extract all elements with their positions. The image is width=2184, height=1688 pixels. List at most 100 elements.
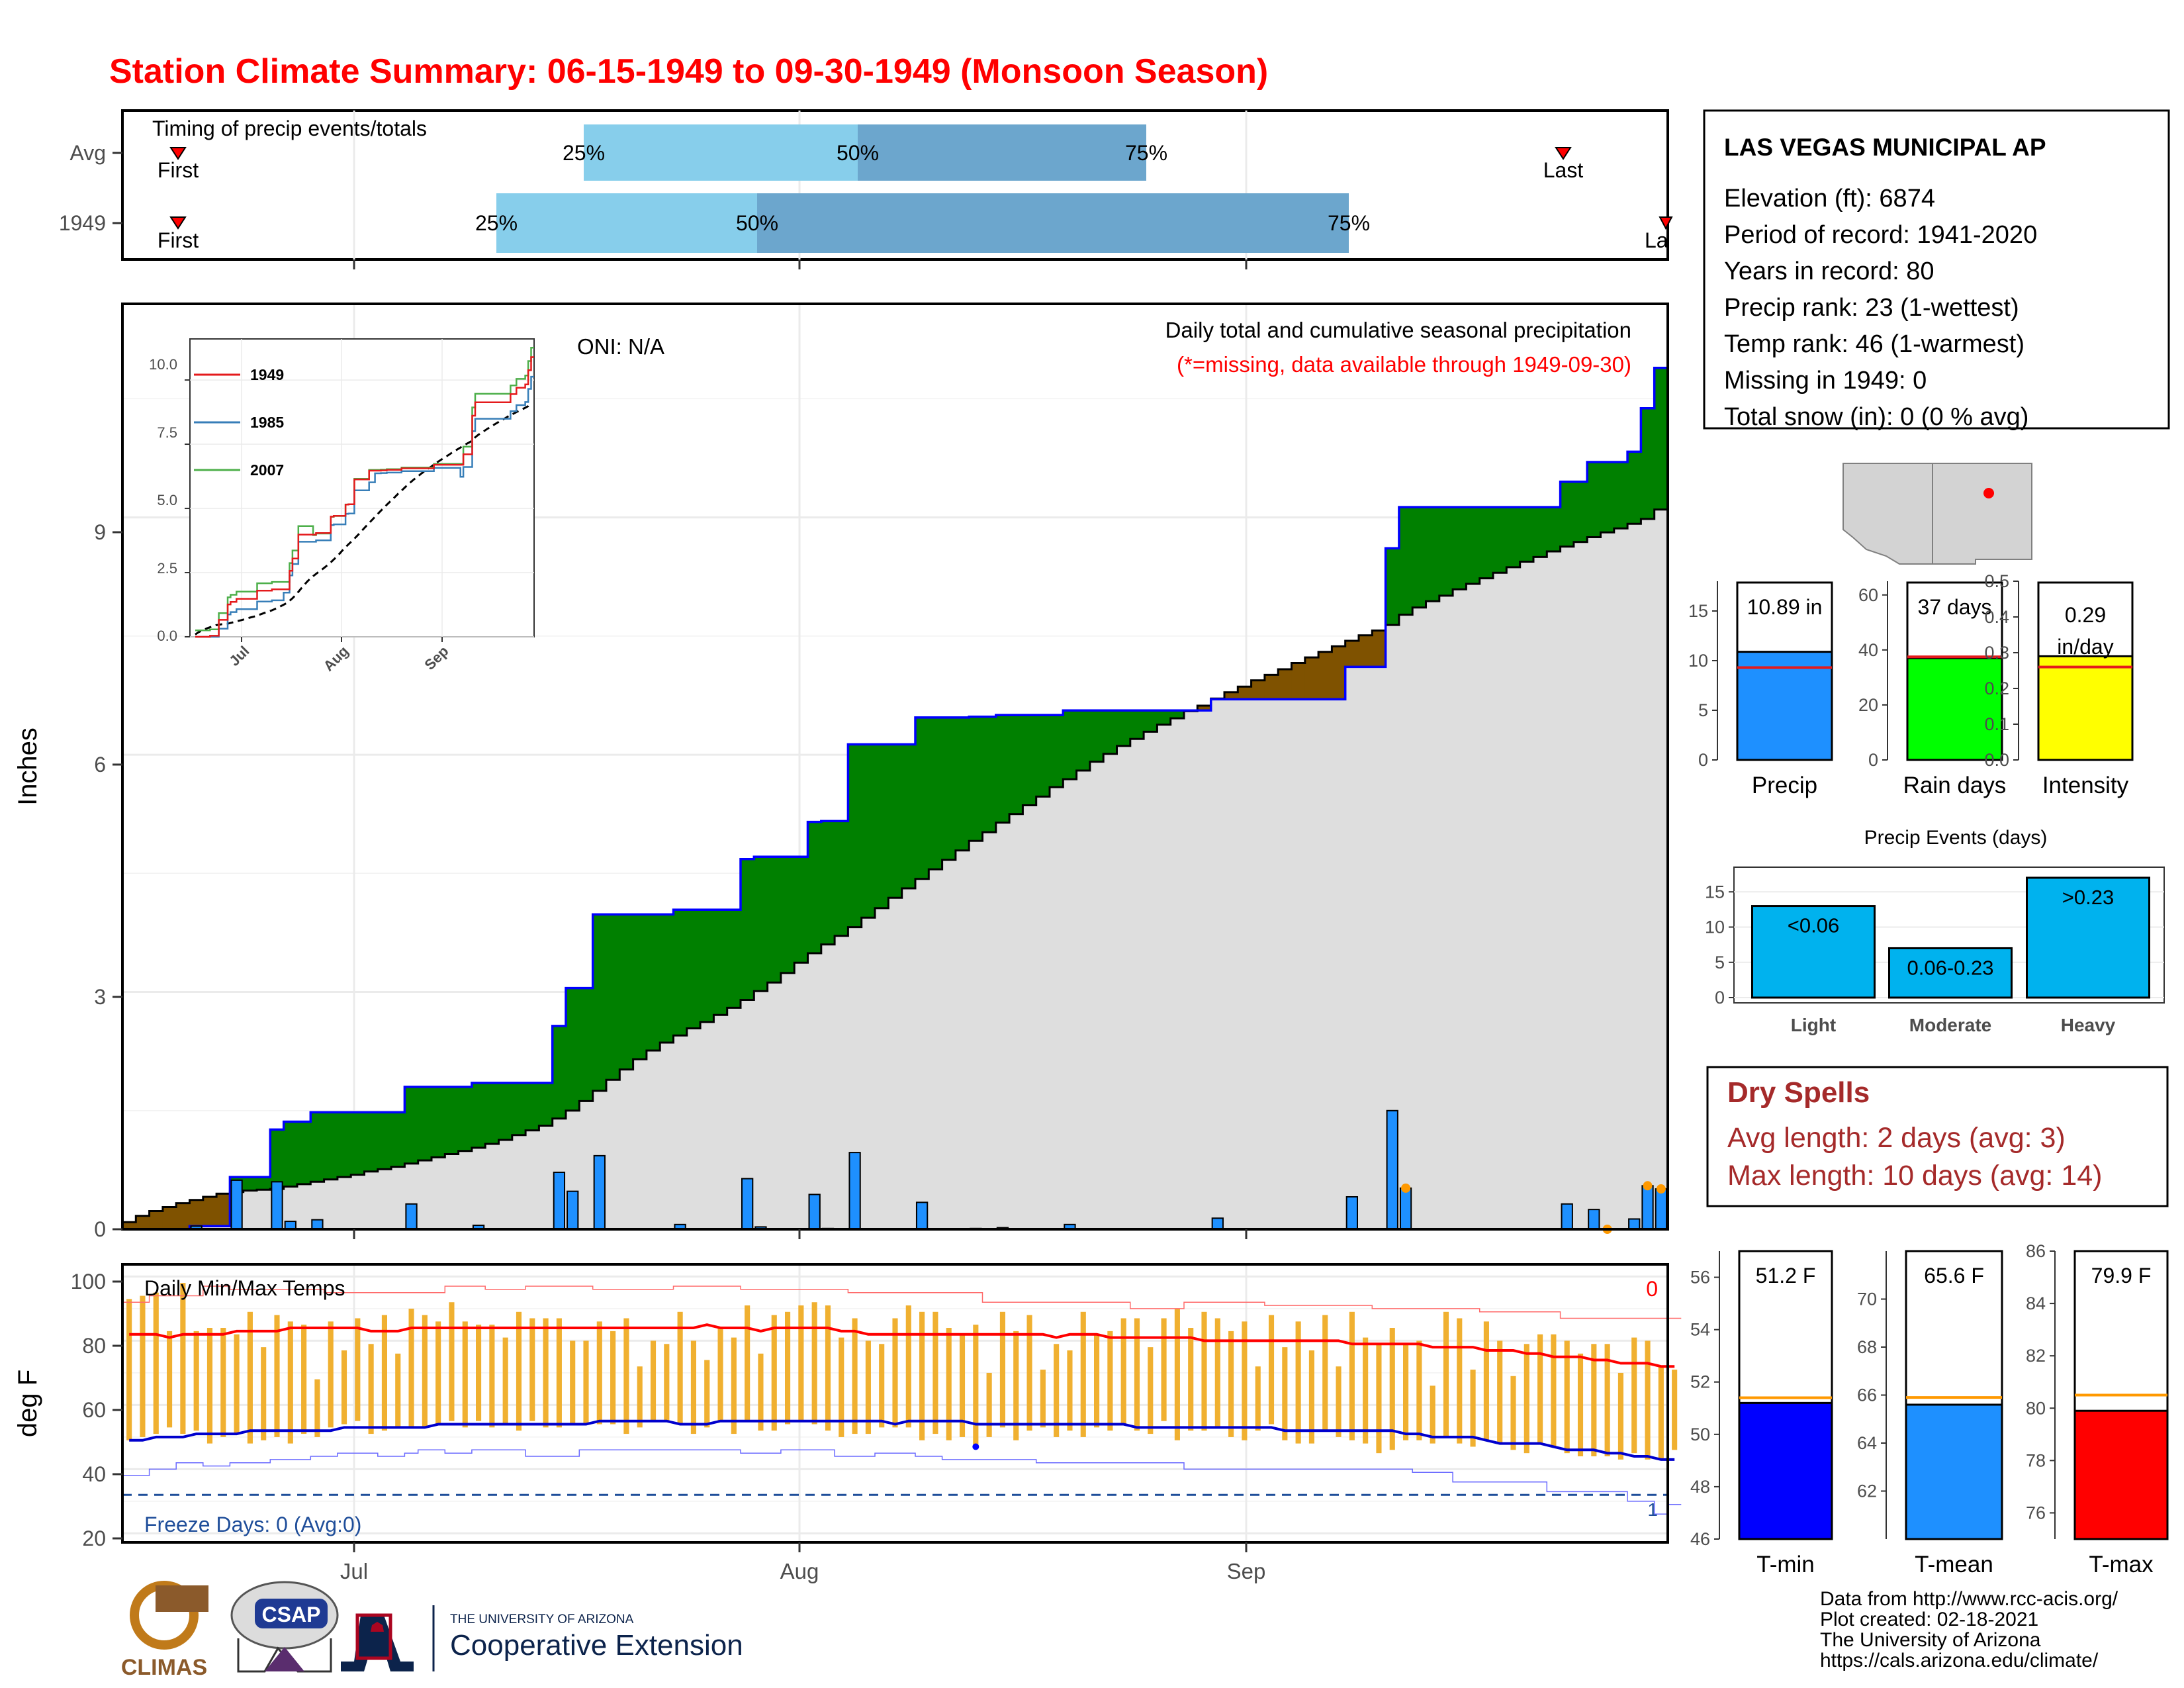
above-avg-fill: [243, 1177, 257, 1191]
daily-temp-range-bar: [1013, 1331, 1019, 1440]
daily-temp-range-bar: [1483, 1321, 1489, 1440]
temp-y-tick-60: 60: [82, 1398, 106, 1422]
above-avg-fill: [901, 744, 916, 889]
daily-temp-range-bar: [1363, 1337, 1369, 1444]
daily-temp-range-bar: [825, 1305, 831, 1431]
temp-bar-label: T-min: [1756, 1552, 1815, 1577]
above-avg-fill: [700, 910, 714, 1022]
daily-precip-bar: [741, 1178, 754, 1230]
daily-temp-range-bar: [1416, 1340, 1422, 1440]
daily-temp-range-bar: [543, 1318, 549, 1428]
inset-chart: 0.0 2.5 5.0 7.5 10.0 Jul Aug Sep 1949 19…: [149, 338, 535, 675]
daily-temp-range-bar: [771, 1315, 777, 1431]
above-avg-fill: [512, 1082, 526, 1135]
precip-missing-note: (*=missing, data available through 1949-…: [1177, 352, 1631, 377]
above-avg-fill: [1479, 507, 1494, 579]
summary-bar-value-label: 37 days: [1917, 595, 1991, 619]
daily-temp-range-bar: [570, 1340, 576, 1425]
temp-bar-tick: 76: [2026, 1503, 2046, 1523]
daily-temp-range-bar: [1188, 1328, 1194, 1431]
above-avg-fill: [835, 821, 849, 936]
events-bar-label: <0.06: [1788, 914, 1839, 937]
above-avg-fill: [1547, 507, 1561, 551]
above-avg-fill: [1050, 715, 1064, 788]
daily-temp-range-bar: [355, 1318, 361, 1421]
events-category-label: Moderate: [1909, 1015, 1991, 1035]
above-avg-fill: [1573, 481, 1588, 542]
daily-temp-range-bar: [637, 1366, 643, 1428]
y1949-bar-q1: [496, 193, 757, 253]
daily-temp-range-bar: [596, 1321, 602, 1425]
daily-temp-range-bar: [247, 1311, 253, 1444]
avg-bar-q1: [584, 124, 858, 181]
above-avg-fill: [660, 914, 674, 1043]
daily-temp-range-bar: [1617, 1372, 1623, 1460]
below-avg-fill: [1278, 669, 1293, 700]
below-avg-fill: [1291, 663, 1306, 700]
temp-y-tick-80: 80: [82, 1334, 106, 1358]
summary-tick: 0.5: [1984, 571, 2009, 591]
daily-temp-range-bar: [999, 1311, 1005, 1428]
daily-temp-range-bar: [287, 1321, 293, 1444]
timing-row-1949: 1949: [59, 211, 106, 235]
daily-temp-range-bar: [1322, 1315, 1328, 1431]
daily-temp-range-bar: [1255, 1366, 1261, 1431]
above-avg-fill: [579, 988, 594, 1102]
above-avg-fill: [713, 910, 728, 1015]
y1949-q50-label: 50%: [736, 211, 778, 235]
daily-precip-bar: [1399, 1187, 1412, 1231]
summary-tick: 0.0: [1984, 750, 2009, 770]
daily-temp-range-bar: [650, 1340, 657, 1421]
daily-temp-range-bar: [1201, 1311, 1207, 1431]
above-avg-fill: [552, 1025, 567, 1119]
avg-q25-label: 25%: [563, 141, 605, 165]
daily-temp-range-bar: [381, 1315, 387, 1431]
above-avg-fill: [283, 1121, 298, 1187]
daily-temp-range-bar: [1510, 1376, 1516, 1450]
summary-bar-label: Intensity: [2042, 773, 2129, 798]
below-avg-fill: [1224, 692, 1238, 700]
above-avg-fill: [445, 1086, 459, 1154]
daily-temp-range-bar: [1242, 1321, 1248, 1440]
below-avg-fill: [122, 1222, 136, 1229]
summary-bar-value-label: 10.89 in: [1747, 595, 1823, 619]
daily-temp-range-bar: [677, 1311, 683, 1425]
inset-y-tick-0: 0.0: [157, 628, 177, 644]
above-avg-fill: [942, 717, 956, 860]
events-tick: 15: [1705, 882, 1725, 902]
daily-temp-range-bar: [583, 1340, 589, 1425]
daily-temp-range-bar: [1094, 1334, 1100, 1428]
climas-logo: CLIMAS: [121, 1581, 208, 1680]
temp-summary-charts: 46 48 50 52 54 56 51.2 F T-min 62 64 66 68 70 65.6 F T…: [1690, 1241, 2169, 1577]
summary-tick: 0.4: [1984, 607, 2009, 627]
x-tick-jul: Jul: [340, 1559, 368, 1583]
above-avg-fill: [1116, 710, 1131, 746]
temp-panel: Daily Min/Max Temps Freeze Days: 0 (Avg:…: [13, 1263, 1682, 1583]
daily-precip-bar: [1655, 1188, 1667, 1230]
above-avg-fill: [861, 744, 876, 918]
precip-panel: ONI: N/A Daily total and cumulative seas…: [13, 303, 1669, 1241]
above-avg-fill: [606, 914, 620, 1080]
daily-temp-range-bar: [234, 1334, 240, 1434]
below-avg-fill: [1251, 680, 1265, 700]
daily-temp-range-bar: [502, 1337, 508, 1425]
record-daily-marker: [1401, 1183, 1411, 1193]
daily-temp-range-bar: [1134, 1318, 1140, 1431]
above-avg-fill: [633, 914, 647, 1060]
y1949-q25-label: 25%: [475, 211, 518, 235]
above-avg-fill: [1076, 710, 1091, 771]
temp-bar-tick: 46: [1690, 1529, 1710, 1549]
daily-temp-range-bar: [1376, 1344, 1382, 1454]
dry-spells-title: Dry Spells: [1727, 1076, 1870, 1109]
above-avg-fill: [875, 744, 889, 908]
below-avg-fill: [1264, 675, 1279, 700]
summary-bar-value-label: 0.29: [2065, 603, 2106, 627]
daily-temp-range-bar: [1040, 1370, 1046, 1428]
daily-temp-range-bar: [946, 1328, 952, 1440]
above-avg-fill: [1144, 710, 1158, 732]
record-min-line: [122, 1449, 1682, 1515]
footer-line-created: Plot created: 02-18-2021: [1820, 1609, 2038, 1630]
summary-bar-rain-days: 0 20 40 60 37 days Rain days: [1858, 581, 2006, 798]
logos: CLIMAS CSAP THE UNIVERSITY OF ARIZONA Co…: [121, 1581, 743, 1680]
below-avg-fill: [1304, 657, 1319, 700]
